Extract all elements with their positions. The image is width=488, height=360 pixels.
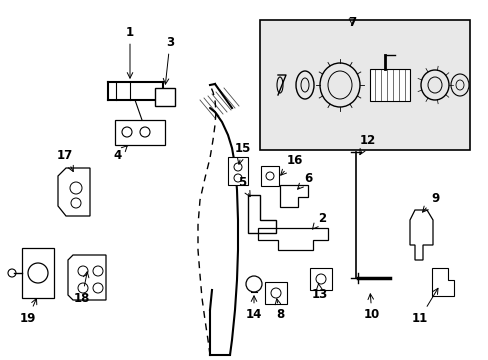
Text: 13: 13 (311, 283, 327, 302)
Bar (227, 157, 247, 185)
Bar (22, 248, 54, 298)
Text: 11: 11 (411, 288, 437, 324)
Text: 19: 19 (20, 298, 37, 324)
Bar (309, 268, 331, 290)
Text: 1: 1 (126, 26, 134, 78)
Text: 12: 12 (359, 134, 375, 155)
Text: 8: 8 (275, 299, 284, 321)
Text: 7: 7 (347, 15, 355, 28)
Bar (155, 88, 175, 106)
Text: 15: 15 (234, 141, 251, 164)
Bar (369, 69, 409, 101)
Bar (115, 120, 164, 145)
Bar (264, 282, 286, 304)
Text: 6: 6 (297, 171, 311, 189)
Text: 10: 10 (363, 294, 379, 321)
Bar (260, 20, 469, 150)
Text: 18: 18 (74, 272, 90, 305)
Text: 9: 9 (422, 192, 438, 212)
Text: 17: 17 (57, 149, 73, 172)
Text: 4: 4 (114, 146, 127, 162)
Text: 16: 16 (280, 153, 303, 175)
Text: 3: 3 (163, 36, 174, 84)
Text: 2: 2 (312, 212, 325, 229)
Text: 5: 5 (237, 176, 249, 197)
Text: 14: 14 (245, 296, 262, 321)
Bar (261, 166, 279, 186)
